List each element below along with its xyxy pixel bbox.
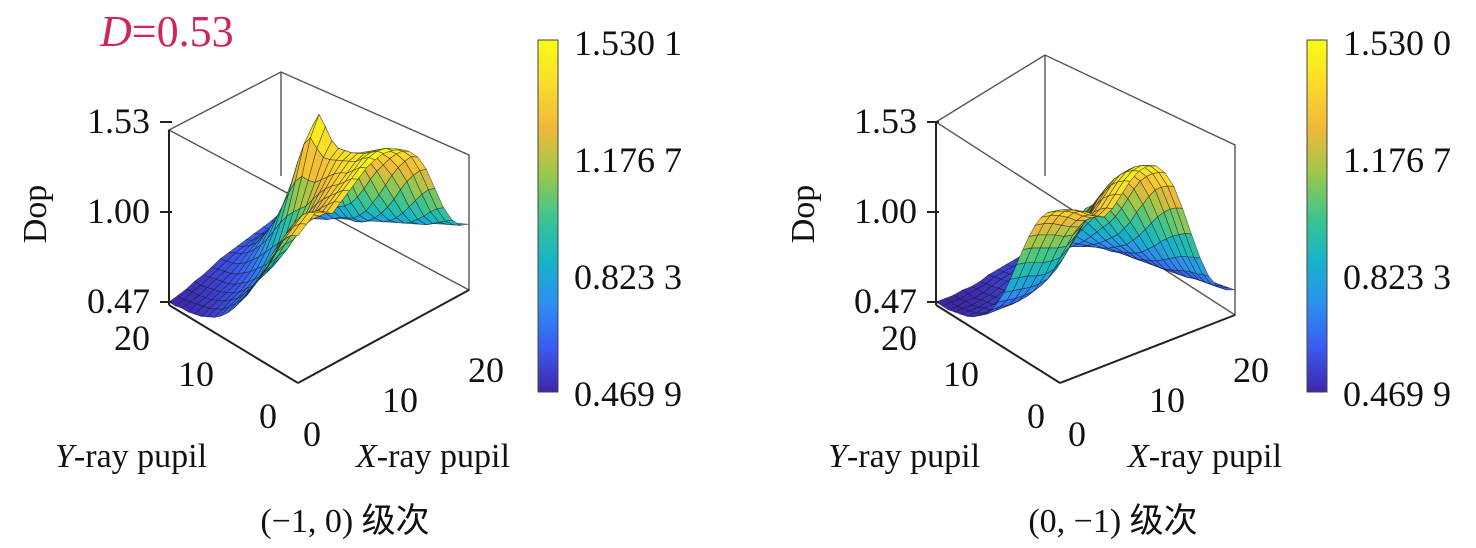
surface-mesh — [168, 113, 470, 318]
y-tick-label: 10 — [178, 354, 214, 394]
y-axis-label: Y-ray pupil — [828, 438, 980, 475]
x-tick-label: 10 — [382, 380, 418, 420]
x-tick-label: 10 — [1149, 380, 1185, 420]
colorbar-tick-label: 1.530 0 — [1343, 23, 1451, 63]
x-ticks: 0 10 20 — [1068, 350, 1269, 454]
y-tick-label: 0 — [1027, 396, 1045, 436]
x-axis-label: X-ray pupil — [354, 438, 510, 475]
surface-panel-minus1-0: 1.53 1.00 0.47 Dop 20 10 0 0 10 20 Y-ray… — [17, 23, 682, 540]
z-ticks: 1.53 1.00 0.47 — [87, 101, 172, 321]
panel-caption: (−1, 0) 级次 — [260, 502, 429, 540]
x-tick-label: 0 — [1068, 414, 1086, 454]
x-tick-label: 0 — [303, 414, 321, 454]
y-tick-label: 10 — [943, 354, 979, 394]
y-tick-label: 0 — [259, 396, 277, 436]
z-tick-label: 1.53 — [854, 101, 917, 141]
colorbar-tick-label: 0.469 9 — [1343, 374, 1451, 414]
y-ticks: 20 10 0 — [881, 318, 1045, 436]
colorbar-tick-label: 0.823 3 — [574, 257, 682, 297]
x-ticks: 0 10 20 — [303, 350, 504, 454]
colorbar-tick-label: 1.530 1 — [574, 23, 682, 63]
colorbar-gradient — [1306, 39, 1328, 393]
z-tick-label: 1.00 — [87, 191, 150, 231]
x-axis-line — [297, 289, 470, 384]
d-value-annotation: D=0.53 — [99, 7, 234, 56]
surface-mesh — [935, 165, 1236, 318]
x-tick-label: 20 — [1233, 350, 1269, 390]
colorbar: 1.530 0 1.176 7 0.823 3 0.469 9 — [1306, 23, 1451, 414]
z-tick-label: 1.53 — [87, 101, 150, 141]
surface-facet — [1053, 209, 1069, 213]
z-tick-label: 0.47 — [87, 281, 150, 321]
z-axis-label: Dop — [785, 185, 822, 244]
x-axis-label: X-ray pupil — [1126, 438, 1282, 475]
x-axis-line — [1059, 314, 1236, 384]
y-ticks: 20 10 0 — [114, 318, 277, 436]
surface-facet — [290, 223, 308, 237]
y-axis-line — [935, 304, 1061, 384]
colorbar-tick-label: 0.469 9 — [574, 374, 682, 414]
colorbar-tick-label: 1.176 7 — [574, 140, 682, 180]
y-axis-line — [168, 304, 299, 384]
colorbar-tick-label: 0.823 3 — [1343, 257, 1451, 297]
colorbar-tick-label: 1.176 7 — [1343, 140, 1451, 180]
z-tick-label: 0.47 — [854, 281, 917, 321]
y-tick-label: 20 — [881, 318, 917, 358]
z-ticks: 1.53 1.00 0.47 — [854, 101, 939, 321]
axes-box-back — [167, 71, 470, 292]
z-axis-label: Dop — [17, 185, 54, 244]
y-axis-label: Y-ray pupil — [55, 438, 207, 475]
panel-caption: (0, −1) 级次 — [1028, 502, 1197, 540]
z-tick-label: 1.00 — [854, 191, 917, 231]
x-tick-label: 20 — [468, 350, 504, 390]
colorbar-gradient — [537, 39, 559, 393]
y-tick-label: 20 — [114, 318, 150, 358]
colorbar: 1.530 1 1.176 7 0.823 3 0.469 9 — [537, 23, 682, 414]
surface-panel-0-minus1: 1.53 1.00 0.47 Dop 20 10 0 0 10 20 Y-ray… — [785, 23, 1451, 540]
